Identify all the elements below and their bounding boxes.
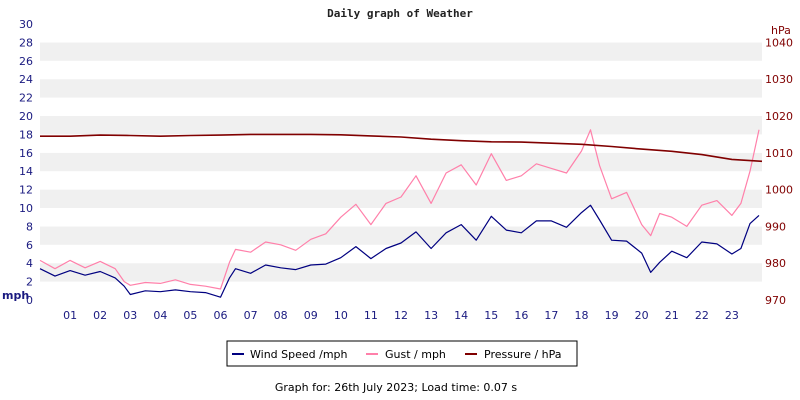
- grid-band: [40, 152, 762, 172]
- x-tick-label: 11: [364, 309, 378, 322]
- grid-band: [40, 226, 762, 245]
- left-tick-label: 16: [19, 147, 33, 160]
- left-tick-label: 6: [26, 239, 33, 252]
- right-axis-ticks: 970 980 990 1000 1010 1020 1030 1040: [765, 36, 793, 307]
- grid-band: [40, 189, 762, 208]
- grid-band: [40, 281, 762, 300]
- x-tick-label: 23: [725, 309, 739, 322]
- x-tick-label: 02: [93, 309, 107, 322]
- grid-band: [40, 244, 762, 264]
- left-tick-label: 0: [26, 294, 33, 307]
- legend-item-gust: Gust / mph: [366, 348, 446, 361]
- x-tick-label: 17: [544, 309, 558, 322]
- grid-band: [40, 24, 762, 43]
- x-tick-label: 06: [214, 309, 228, 322]
- x-tick-label: 13: [424, 309, 438, 322]
- left-tick-label: 20: [19, 110, 33, 123]
- legend-label-wind-speed: Wind Speed /mph: [250, 348, 348, 361]
- grid-band: [40, 116, 762, 135]
- x-tick-label: 08: [274, 309, 288, 322]
- footer-text: Graph for: 26th July 2023; Load time: 0.…: [275, 381, 518, 394]
- left-tick-label: 22: [19, 92, 33, 105]
- x-tick-label: 03: [123, 309, 137, 322]
- left-tick-label: 10: [19, 202, 33, 215]
- x-tick-label: 14: [454, 309, 468, 322]
- x-tick-label: 12: [394, 309, 408, 322]
- left-tick-label: 2: [26, 276, 33, 289]
- right-tick-label: 1040: [765, 36, 793, 49]
- right-axis-unit: hPa: [771, 24, 791, 37]
- series-layer: [39, 129, 763, 298]
- right-tick-label: 1010: [765, 147, 793, 160]
- grid-band: [40, 42, 762, 61]
- x-tick-label: 04: [153, 309, 167, 322]
- legend-item-pressure: Pressure / hPa: [465, 348, 562, 361]
- right-tick-label: 1030: [765, 73, 793, 86]
- left-tick-label: 14: [19, 165, 33, 178]
- grid-band: [40, 60, 762, 80]
- left-tick-label: 8: [26, 220, 33, 233]
- right-tick-label: 990: [765, 220, 786, 233]
- right-tick-label: 970: [765, 294, 786, 307]
- chart-title: Daily graph of Weather: [327, 7, 473, 20]
- x-axis-ticks: 01 02 03 04 05 06 07 08 09 10 11 12 13 14 15 16 17 18 19 20…: [63, 309, 739, 322]
- right-tick-label: 1020: [765, 110, 793, 123]
- legend: Wind Speed /mph Gust / mph Pressure / hP…: [226, 340, 578, 367]
- x-tick-label: 15: [484, 309, 498, 322]
- wind-speed-line: [39, 204, 760, 298]
- right-tick-label: 980: [765, 257, 786, 270]
- pressure-line: [40, 133, 763, 163]
- x-tick-label: 10: [334, 309, 348, 322]
- gust-line: [39, 129, 760, 290]
- x-tick-label: 20: [635, 309, 649, 322]
- left-tick-label: 24: [19, 73, 33, 86]
- grid-band: [40, 171, 762, 190]
- grid-band: [40, 208, 762, 227]
- right-tick-label: 1000: [765, 184, 793, 197]
- legend-item-wind-speed: Wind Speed /mph: [232, 348, 348, 361]
- x-tick-label: 16: [514, 309, 528, 322]
- left-tick-label: 28: [19, 36, 33, 49]
- x-tick-label: 18: [575, 309, 589, 322]
- x-tick-label: 01: [63, 309, 77, 322]
- grid-band: [40, 134, 762, 153]
- grid-band: [40, 97, 762, 116]
- legend-label-pressure: Pressure / hPa: [484, 348, 562, 361]
- left-tick-label: 4: [26, 257, 33, 270]
- x-tick-label: 09: [304, 309, 318, 322]
- grid-band: [40, 263, 762, 282]
- left-tick-label: 26: [19, 55, 33, 68]
- x-tick-label: 05: [183, 309, 197, 322]
- left-tick-label: 30: [19, 18, 33, 31]
- x-tick-label: 19: [605, 309, 619, 322]
- legend-label-gust: Gust / mph: [385, 348, 446, 361]
- legend-box: [226, 340, 578, 367]
- grid-band: [40, 79, 762, 98]
- x-tick-label: 21: [665, 309, 679, 322]
- grid-bands: [40, 24, 762, 300]
- x-tick-label: 07: [244, 309, 258, 322]
- left-tick-label: 12: [19, 184, 33, 197]
- left-axis-unit: mph: [2, 289, 29, 302]
- x-tick-label: 22: [695, 309, 709, 322]
- left-tick-label: 18: [19, 128, 33, 141]
